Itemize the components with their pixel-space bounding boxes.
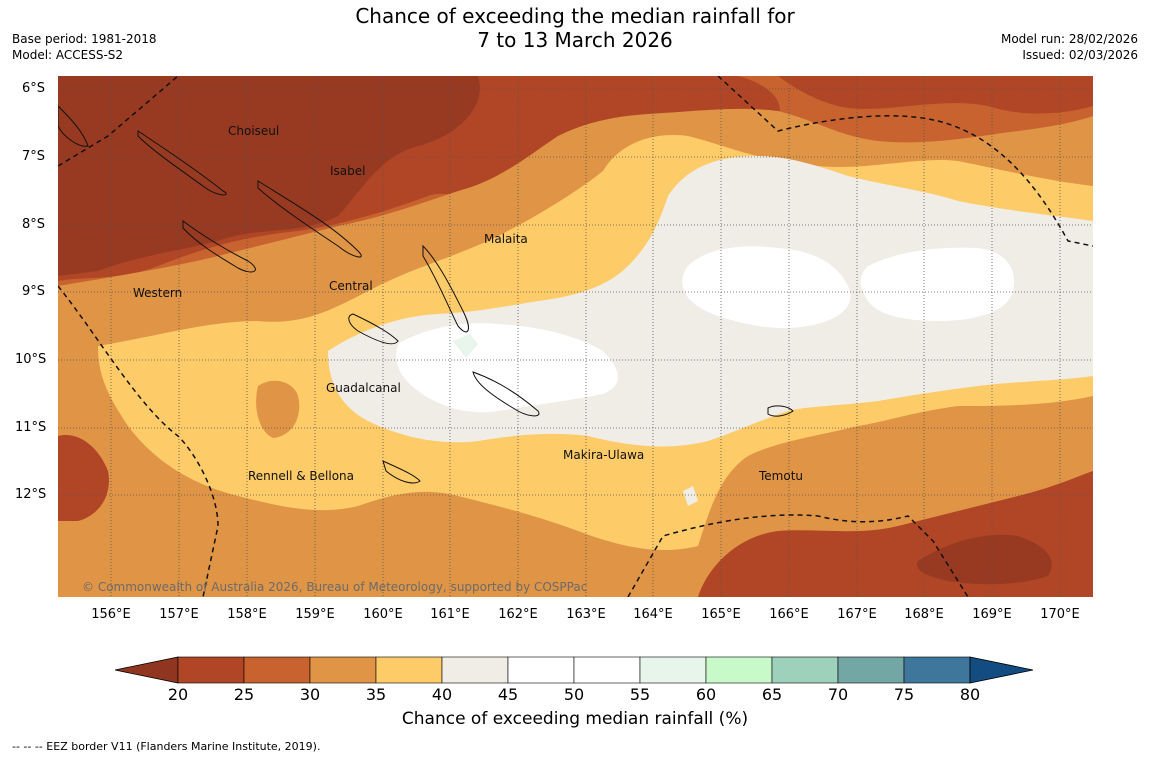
- band-55-60: [453, 334, 478, 358]
- island-makira: [472, 371, 540, 417]
- eez-border-nw: [58, 76, 179, 167]
- lat-label-9: 9°S: [22, 284, 46, 299]
- colorbar-tick-60: 60: [695, 685, 717, 704]
- colorbar-tick-25: 25: [233, 685, 255, 704]
- coastlines: [58, 105, 794, 484]
- colorbar-cell-35-40: [375, 656, 443, 684]
- eez-border: [58, 76, 1093, 597]
- colorbar-tick-55: 55: [629, 685, 651, 704]
- colorbar-cell-25-30: [243, 656, 311, 684]
- lon-label-159: 159°E: [295, 607, 335, 622]
- lon-label-156: 156°E: [91, 607, 131, 622]
- label-malaita: Malaita: [484, 232, 528, 246]
- colorbar-tick-45: 45: [497, 685, 519, 704]
- map-svg: Choiseul Isabel Malaita Western Central …: [58, 76, 1093, 597]
- band-30-35-inner: [256, 380, 300, 438]
- eez-legend: -- -- -- EEZ border V11 (Flanders Marine…: [12, 740, 321, 753]
- colorbar: [115, 656, 1034, 684]
- lon-label-163: 163°E: [566, 607, 606, 622]
- colorbar-cell-60-65: [705, 656, 773, 684]
- colorbar-cell-70-75: [837, 656, 905, 684]
- colorbar-cell-65-70: [771, 656, 839, 684]
- island-bougainville: [58, 105, 89, 147]
- band-under-20-north: [58, 76, 480, 276]
- lon-label-167: 167°E: [837, 607, 877, 622]
- colorbar-cell-50-55: [573, 656, 641, 684]
- island-santa-cruz: [767, 405, 794, 417]
- colorbar-cell-55-60: [639, 656, 707, 684]
- lat-label-6: 6°S: [22, 81, 46, 96]
- colorbar-tick-75: 75: [893, 685, 915, 704]
- colorbar-tick-80: 80: [959, 685, 981, 704]
- island-guadalcanal: [348, 313, 399, 345]
- lon-label-160: 160°E: [363, 607, 403, 622]
- eez-border-ne: [717, 76, 1093, 247]
- run-info: Model run: 28/02/2026 Issued: 02/03/2026: [1001, 31, 1138, 63]
- band-20-25-sw: [58, 435, 109, 521]
- lon-label-161: 161°E: [430, 607, 470, 622]
- colorbar-cell-40-45: [441, 656, 509, 684]
- lon-label-164: 164°E: [633, 607, 673, 622]
- label-rennell: Rennell & Bellona: [248, 469, 354, 483]
- model-run-date: Model run: 28/02/2026: [1000, 32, 1138, 46]
- lon-label-165: 165°E: [701, 607, 741, 622]
- lon-label-166: 166°E: [769, 607, 809, 622]
- band-45-55-east: [860, 247, 1015, 321]
- map-title: Chance of exceeding the median rainfall …: [0, 4, 1150, 52]
- lon-label-170: 170°E: [1040, 607, 1080, 622]
- label-guadalcanal: Guadalcanal: [326, 381, 401, 395]
- issued-date: Issued: 02/03/2026: [1022, 48, 1138, 62]
- colorbar-tick-20: 20: [167, 685, 189, 704]
- lon-label-158: 158°E: [227, 607, 267, 622]
- label-choiseul: Choiseul: [228, 124, 279, 138]
- lat-label-7: 7°S: [22, 149, 46, 164]
- island-rennell: [382, 460, 421, 484]
- colorbar-tick-50: 50: [563, 685, 585, 704]
- colorbar-tick-30: 30: [299, 685, 321, 704]
- lon-label-157: 157°E: [159, 607, 199, 622]
- colorbar-cell-75-80: [903, 656, 971, 684]
- lat-label-11: 11°S: [15, 420, 47, 435]
- lat-label-12: 12°S: [15, 487, 47, 502]
- lat-label-8: 8°S: [22, 217, 46, 232]
- colorbar-arrow-high: [969, 656, 1034, 684]
- lon-label-162: 162°E: [498, 607, 538, 622]
- colorbar-cell-20-25: [177, 656, 245, 684]
- island-new-georgia: [182, 220, 256, 273]
- lat-label-10: 10°S: [15, 352, 47, 367]
- title-line-1: Chance of exceeding the median rainfall …: [355, 4, 795, 28]
- label-western: Western: [133, 286, 182, 300]
- label-makira: Makira-Ulawa: [563, 448, 644, 462]
- island-choiseul: [137, 130, 227, 196]
- colorbar-arrow-low: [115, 656, 179, 684]
- colorbar-cell-30-35: [309, 656, 377, 684]
- base-period: Base period: 1981-2018: [12, 32, 157, 46]
- eez-border-west: [58, 285, 219, 597]
- band-45-55-guadalcanal: [396, 323, 618, 413]
- colorbar-tick-35: 35: [365, 685, 387, 704]
- title-line-2: 7 to 13 March 2026: [477, 28, 673, 52]
- band-40-45-small: [683, 486, 698, 506]
- copyright-notice: © Commonwealth of Australia 2026, Bureau…: [82, 580, 588, 594]
- band-under-20-se: [917, 534, 1052, 585]
- colorbar-tick-70: 70: [827, 685, 849, 704]
- model-name: Model: ACCESS-S2: [12, 48, 124, 62]
- island-malaita: [422, 244, 469, 333]
- label-temotu: Temotu: [758, 469, 803, 483]
- eez-border-south: [627, 514, 969, 597]
- lon-label-169: 169°E: [972, 607, 1012, 622]
- island-isabel: [257, 180, 362, 258]
- colorbar-tick-40: 40: [431, 685, 453, 704]
- colorbar-title: Chance of exceeding median rainfall (%): [401, 709, 749, 729]
- lon-label-168: 168°E: [904, 607, 944, 622]
- label-isabel: Isabel: [330, 164, 365, 178]
- rainfall-map: Choiseul Isabel Malaita Western Central …: [58, 76, 1093, 597]
- model-info: Base period: 1981-2018 Model: ACCESS-S2: [12, 31, 157, 63]
- label-central: Central: [329, 279, 373, 293]
- colorbar-cell-45-50: [507, 656, 575, 684]
- colorbar-tick-65: 65: [761, 685, 783, 704]
- band-45-55-central: [682, 246, 851, 328]
